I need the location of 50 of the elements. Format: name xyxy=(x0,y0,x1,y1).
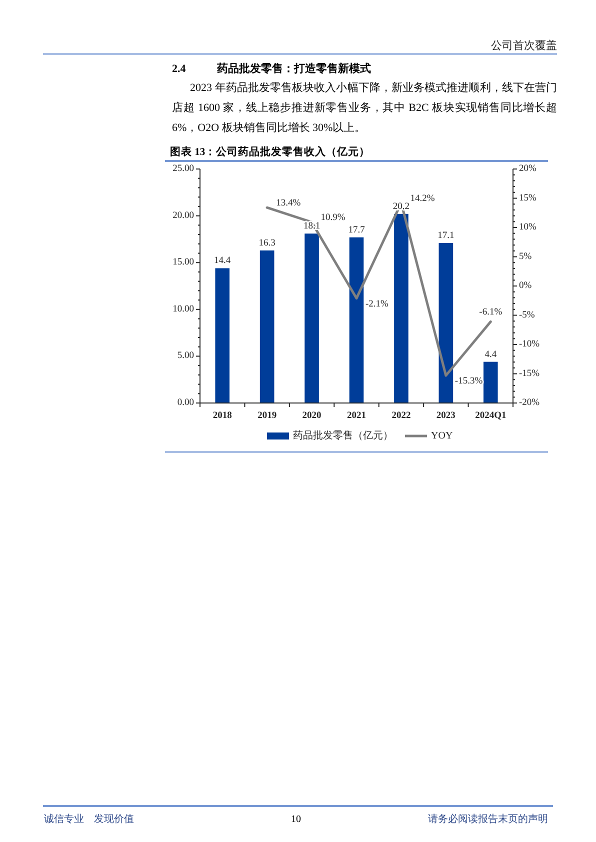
x-tick-label: 2022 xyxy=(392,411,411,421)
x-tick-label: 2019 xyxy=(258,411,277,421)
y2-tick-label: -20% xyxy=(519,398,540,408)
y-tick-label: 15.00 xyxy=(172,258,194,268)
bar xyxy=(438,242,454,403)
bar xyxy=(304,234,319,403)
x-tick-label: 2020 xyxy=(302,411,322,421)
y-tick-label: 25.00 xyxy=(172,164,194,174)
text: 10 xyxy=(291,814,301,825)
y-tick-label: 0.00 xyxy=(177,398,194,408)
x-tick-label: 2023 xyxy=(436,411,456,421)
x-tick-label: 2024Q1 xyxy=(475,411,506,421)
text: 2023 年药品批发零售板块收入小幅下降，新业务模式推进顺利，线下在营门店超 1600 家，线上稳步推进新零售业务，其中 B2C 板块实现销售同比增长超 6%，O2O 板块销售同比增长 30%以上。 xyxy=(172,80,557,136)
y2-tick-label: 15% xyxy=(519,193,536,204)
x-tick-label: 2018 xyxy=(212,411,232,421)
bar xyxy=(349,237,364,403)
y2-tick-label: 5% xyxy=(519,252,532,262)
text: 诚信专业 发现价值 xyxy=(44,813,134,825)
y-tick-label: 20.00 xyxy=(172,210,194,221)
y2-tick-label: -15% xyxy=(519,368,540,379)
data-label: 13.4% xyxy=(276,198,301,209)
y2-tick-label: 20% xyxy=(519,164,536,174)
bar xyxy=(215,268,230,403)
data-label: 10.9% xyxy=(320,213,346,224)
x-tick-label: 2021 xyxy=(347,411,366,421)
y2-tick-label: 10% xyxy=(519,222,536,232)
y-tick-label: 5.00 xyxy=(177,351,194,362)
text: 药品批发零售：打造零售新模式 xyxy=(216,62,371,75)
bar xyxy=(483,362,498,403)
y-tick-label: 10.00 xyxy=(172,304,194,314)
legend-label: YOY xyxy=(431,430,453,442)
bar xyxy=(394,214,408,403)
text: 公司首次覆盖 xyxy=(491,39,557,52)
y2-tick-label: -10% xyxy=(519,340,540,350)
bar xyxy=(260,250,274,403)
data-label: 14.4 xyxy=(214,256,231,266)
data-label: 16.3 xyxy=(258,238,276,248)
data-label: -6.1% xyxy=(479,308,502,318)
data-label: 4.4 xyxy=(484,350,497,360)
y2-tick-label: -5% xyxy=(519,310,535,320)
data-label: 14.2% xyxy=(410,194,435,204)
text: 请务必阅读报告末页的声明 xyxy=(428,813,548,825)
text: 2.4 xyxy=(172,63,186,75)
data-label: 17.1 xyxy=(438,230,454,241)
data-label: 17.7 xyxy=(348,225,366,236)
legend-label: 药品批发零售（亿元） xyxy=(293,430,393,442)
data-label: -2.1% xyxy=(366,299,389,310)
chart-title: 图表 13：公司药品批发零售收入（亿元） xyxy=(170,145,370,158)
y2-tick-label: 0% xyxy=(519,281,532,291)
data-label: -15.3% xyxy=(454,376,483,387)
